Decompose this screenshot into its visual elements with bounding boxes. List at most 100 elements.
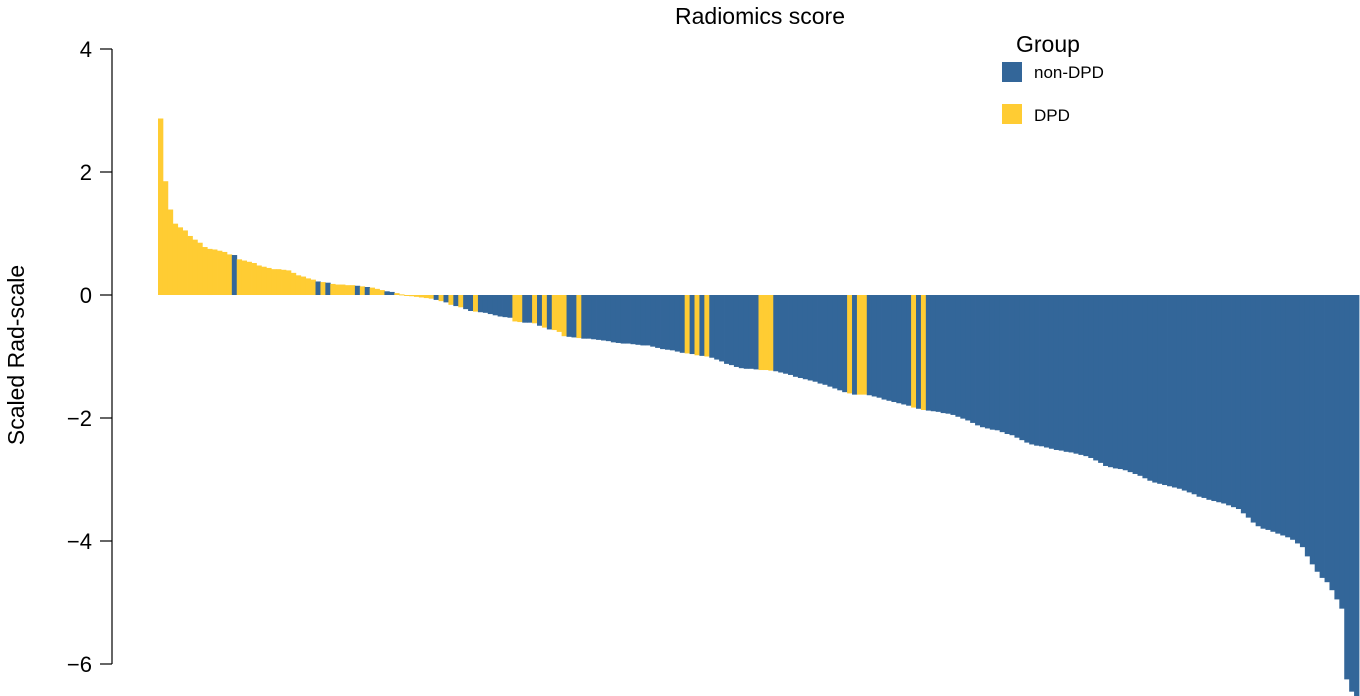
bar-dpd — [768, 295, 774, 371]
bar-non-dpd — [940, 295, 946, 414]
bar-non-dpd — [699, 295, 705, 356]
bar-non-dpd — [650, 295, 656, 347]
bar-non-dpd — [999, 295, 1005, 433]
y-tick-label: 2 — [80, 160, 92, 185]
bar-dpd — [158, 118, 164, 295]
bar-dpd — [512, 295, 518, 322]
bar-non-dpd — [1009, 295, 1015, 436]
bar-non-dpd — [1216, 295, 1222, 503]
bar-non-dpd — [384, 291, 390, 295]
bar-non-dpd — [586, 295, 592, 339]
bar-non-dpd — [709, 295, 715, 358]
bar-dpd — [197, 242, 203, 295]
bar-non-dpd — [1117, 295, 1124, 470]
bar-dpd — [847, 295, 853, 394]
bar-non-dpd — [1181, 295, 1188, 491]
bar-non-dpd — [989, 295, 996, 430]
bar-dpd — [266, 267, 272, 295]
legend-title: Group — [1016, 31, 1080, 57]
bar-dpd — [399, 294, 405, 296]
bar-non-dpd — [1098, 295, 1104, 463]
bar-non-dpd — [453, 295, 459, 307]
bar-non-dpd — [596, 295, 602, 340]
bar-non-dpd — [901, 295, 907, 405]
bar-non-dpd — [620, 295, 626, 344]
bar-non-dpd — [546, 295, 553, 330]
bar-non-dpd — [354, 285, 361, 295]
bar-dpd — [276, 269, 282, 295]
bar-non-dpd — [807, 295, 814, 381]
bar-non-dpd — [433, 295, 439, 300]
bar-non-dpd — [906, 295, 912, 406]
bar-non-dpd — [1167, 295, 1173, 487]
bar-non-dpd — [950, 295, 956, 415]
bar-dpd — [423, 295, 430, 299]
bar-dpd — [335, 284, 341, 295]
bar-non-dpd — [1186, 295, 1193, 493]
bar-dpd — [704, 295, 710, 357]
bar-non-dpd — [507, 295, 513, 318]
bar-dpd — [758, 295, 764, 371]
bar-non-dpd — [871, 295, 878, 397]
bar-non-dpd — [960, 295, 966, 419]
bar-non-dpd — [719, 295, 725, 362]
bar-dpd — [448, 295, 454, 305]
bar-non-dpd — [566, 295, 572, 337]
bar-dpd — [911, 295, 917, 408]
bar-non-dpd — [955, 295, 961, 417]
bar-non-dpd — [1299, 295, 1306, 548]
bar-dpd — [856, 295, 863, 395]
bar-dpd — [167, 209, 174, 295]
bar-non-dpd — [881, 295, 887, 400]
bar-non-dpd — [625, 295, 631, 344]
bar-non-dpd — [802, 295, 809, 380]
bar-dpd — [551, 295, 558, 331]
bar-non-dpd — [1354, 295, 1360, 696]
bar-non-dpd — [571, 295, 577, 338]
bar-dpd — [349, 285, 356, 295]
bar-dpd — [271, 269, 277, 295]
bar-non-dpd — [1319, 295, 1325, 578]
y-axis: 4 2 0 −2 −4 −6 — [67, 37, 113, 677]
bar-non-dpd — [886, 295, 892, 401]
bar-non-dpd — [1137, 295, 1143, 476]
bar-non-dpd — [994, 295, 1001, 431]
bar-non-dpd — [1201, 295, 1207, 498]
bar-non-dpd — [522, 295, 528, 323]
bar-dpd — [221, 251, 228, 295]
bar-dpd — [202, 247, 208, 295]
bar-non-dpd — [1157, 295, 1163, 484]
bar-non-dpd — [497, 295, 503, 317]
bar-dpd — [438, 295, 444, 302]
bar-non-dpd — [630, 295, 636, 345]
bar-non-dpd — [822, 295, 828, 385]
bar-non-dpd — [827, 295, 833, 387]
bar-non-dpd — [788, 295, 794, 375]
bar-dpd — [369, 287, 375, 295]
bar-non-dpd — [1270, 295, 1276, 532]
bar-dpd — [359, 286, 366, 295]
bar-non-dpd — [1034, 295, 1040, 446]
bar-non-dpd — [1309, 295, 1316, 565]
bar-non-dpd — [783, 295, 789, 374]
y-tick-label: −4 — [67, 529, 92, 554]
bar-non-dpd — [610, 295, 617, 343]
bar-non-dpd — [1058, 295, 1065, 451]
bar-dpd — [162, 181, 169, 295]
bar-non-dpd — [1029, 295, 1035, 445]
bar-dpd — [861, 295, 868, 395]
bar-non-dpd — [1147, 295, 1153, 481]
bar-non-dpd — [1176, 295, 1183, 489]
bar-non-dpd — [930, 295, 937, 412]
bar-dpd — [374, 288, 380, 295]
bar-dpd — [394, 293, 400, 295]
bar-non-dpd — [1073, 295, 1079, 454]
bar-non-dpd — [1280, 295, 1286, 536]
bar-non-dpd — [945, 295, 951, 414]
bar-non-dpd — [1019, 295, 1025, 441]
bar-non-dpd — [1334, 295, 1340, 600]
bar-non-dpd — [1349, 295, 1355, 692]
bar-non-dpd — [852, 295, 858, 395]
bar-dpd — [251, 263, 257, 295]
bar-non-dpd — [1231, 295, 1237, 508]
